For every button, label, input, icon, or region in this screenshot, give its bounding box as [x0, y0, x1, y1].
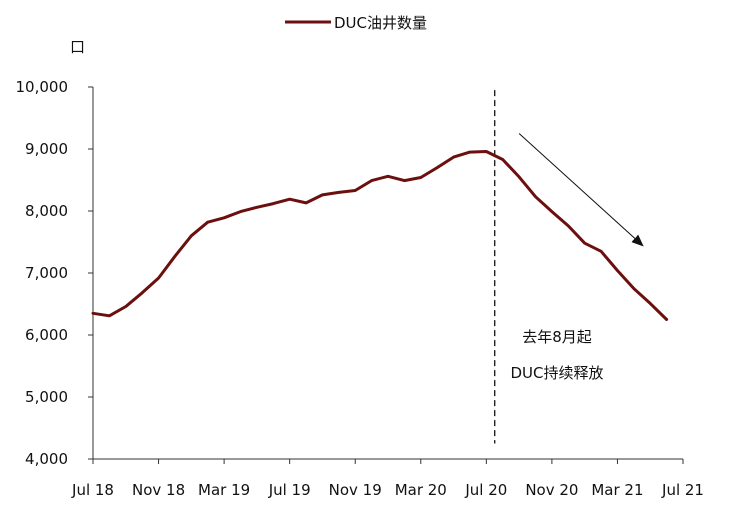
- data-point: [665, 318, 668, 321]
- x-tick-label: Mar 20: [395, 481, 447, 499]
- x-tick-label: Mar 19: [198, 481, 250, 499]
- data-point: [222, 216, 226, 220]
- data-point: [337, 191, 341, 194]
- data-point: [632, 287, 636, 290]
- axes: [92, 87, 683, 460]
- data-point: [386, 175, 390, 178]
- x-tick-label: Jul 20: [464, 481, 507, 499]
- data-point: [435, 166, 439, 169]
- series-line-duc-wells: [91, 150, 669, 321]
- data-point: [304, 201, 308, 205]
- data-point: [157, 276, 160, 280]
- x-tick-label: Jul 21: [661, 481, 704, 499]
- legend: DUC油井数量: [285, 14, 427, 32]
- data-point: [534, 195, 537, 198]
- data-point: [485, 150, 488, 153]
- data-point: [567, 224, 570, 228]
- x-tick-label: Nov 18: [132, 481, 185, 499]
- data-point: [255, 206, 259, 209]
- data-point: [616, 269, 619, 272]
- data-point: [239, 210, 242, 213]
- x-tick-label: Jul 18: [71, 481, 114, 499]
- data-point: [124, 305, 127, 308]
- data-point: [140, 291, 144, 295]
- data-point: [370, 179, 373, 182]
- data-point: [108, 314, 111, 317]
- data-point: [468, 150, 472, 154]
- y-tick-label: 8,000: [25, 202, 68, 220]
- data-point: [517, 175, 521, 179]
- y-tick-label: 6,000: [25, 326, 68, 344]
- data-point: [452, 155, 455, 159]
- data-point: [321, 193, 324, 197]
- y-tick-label: 5,000: [25, 388, 68, 406]
- y-tick-label: 10,000: [16, 78, 69, 96]
- data-point: [288, 198, 291, 201]
- y-ticks: 4,000 5,000 6,000 7,000 8,000 9,000 10,000: [16, 78, 93, 468]
- x-tick-label: Jul 19: [268, 481, 311, 499]
- annotation-line-1: 去年8月起: [522, 328, 592, 346]
- trend-arrow: [518, 133, 644, 247]
- data-point: [501, 158, 504, 161]
- data-point: [583, 242, 586, 245]
- data-point: [206, 220, 209, 224]
- data-point: [403, 179, 406, 182]
- y-tick-label: 4,000: [25, 450, 68, 468]
- data-point: [91, 312, 95, 315]
- data-point: [419, 176, 422, 179]
- y-tick-label: 7,000: [25, 264, 68, 282]
- data-point: [649, 302, 652, 305]
- data-point: [354, 189, 357, 192]
- data-point: [173, 255, 177, 258]
- annotation-line-2: DUC持续释放: [510, 364, 603, 382]
- x-tick-label: Nov 19: [329, 481, 382, 499]
- series-points: [91, 150, 668, 321]
- x-tick-label: Nov 20: [525, 481, 578, 499]
- y-tick-label: 9,000: [25, 140, 68, 158]
- data-point: [550, 210, 554, 213]
- y-axis-unit-label: 口: [70, 38, 85, 56]
- legend-label: DUC油井数量: [334, 14, 427, 32]
- data-point: [190, 234, 193, 237]
- data-point: [272, 202, 275, 205]
- data-point: [599, 250, 603, 253]
- x-ticks: Jul 18 Nov 18 Mar 19 Jul 19 Nov 19 Mar 20 Jul …: [71, 459, 704, 499]
- x-tick-label: Mar 21: [591, 481, 643, 499]
